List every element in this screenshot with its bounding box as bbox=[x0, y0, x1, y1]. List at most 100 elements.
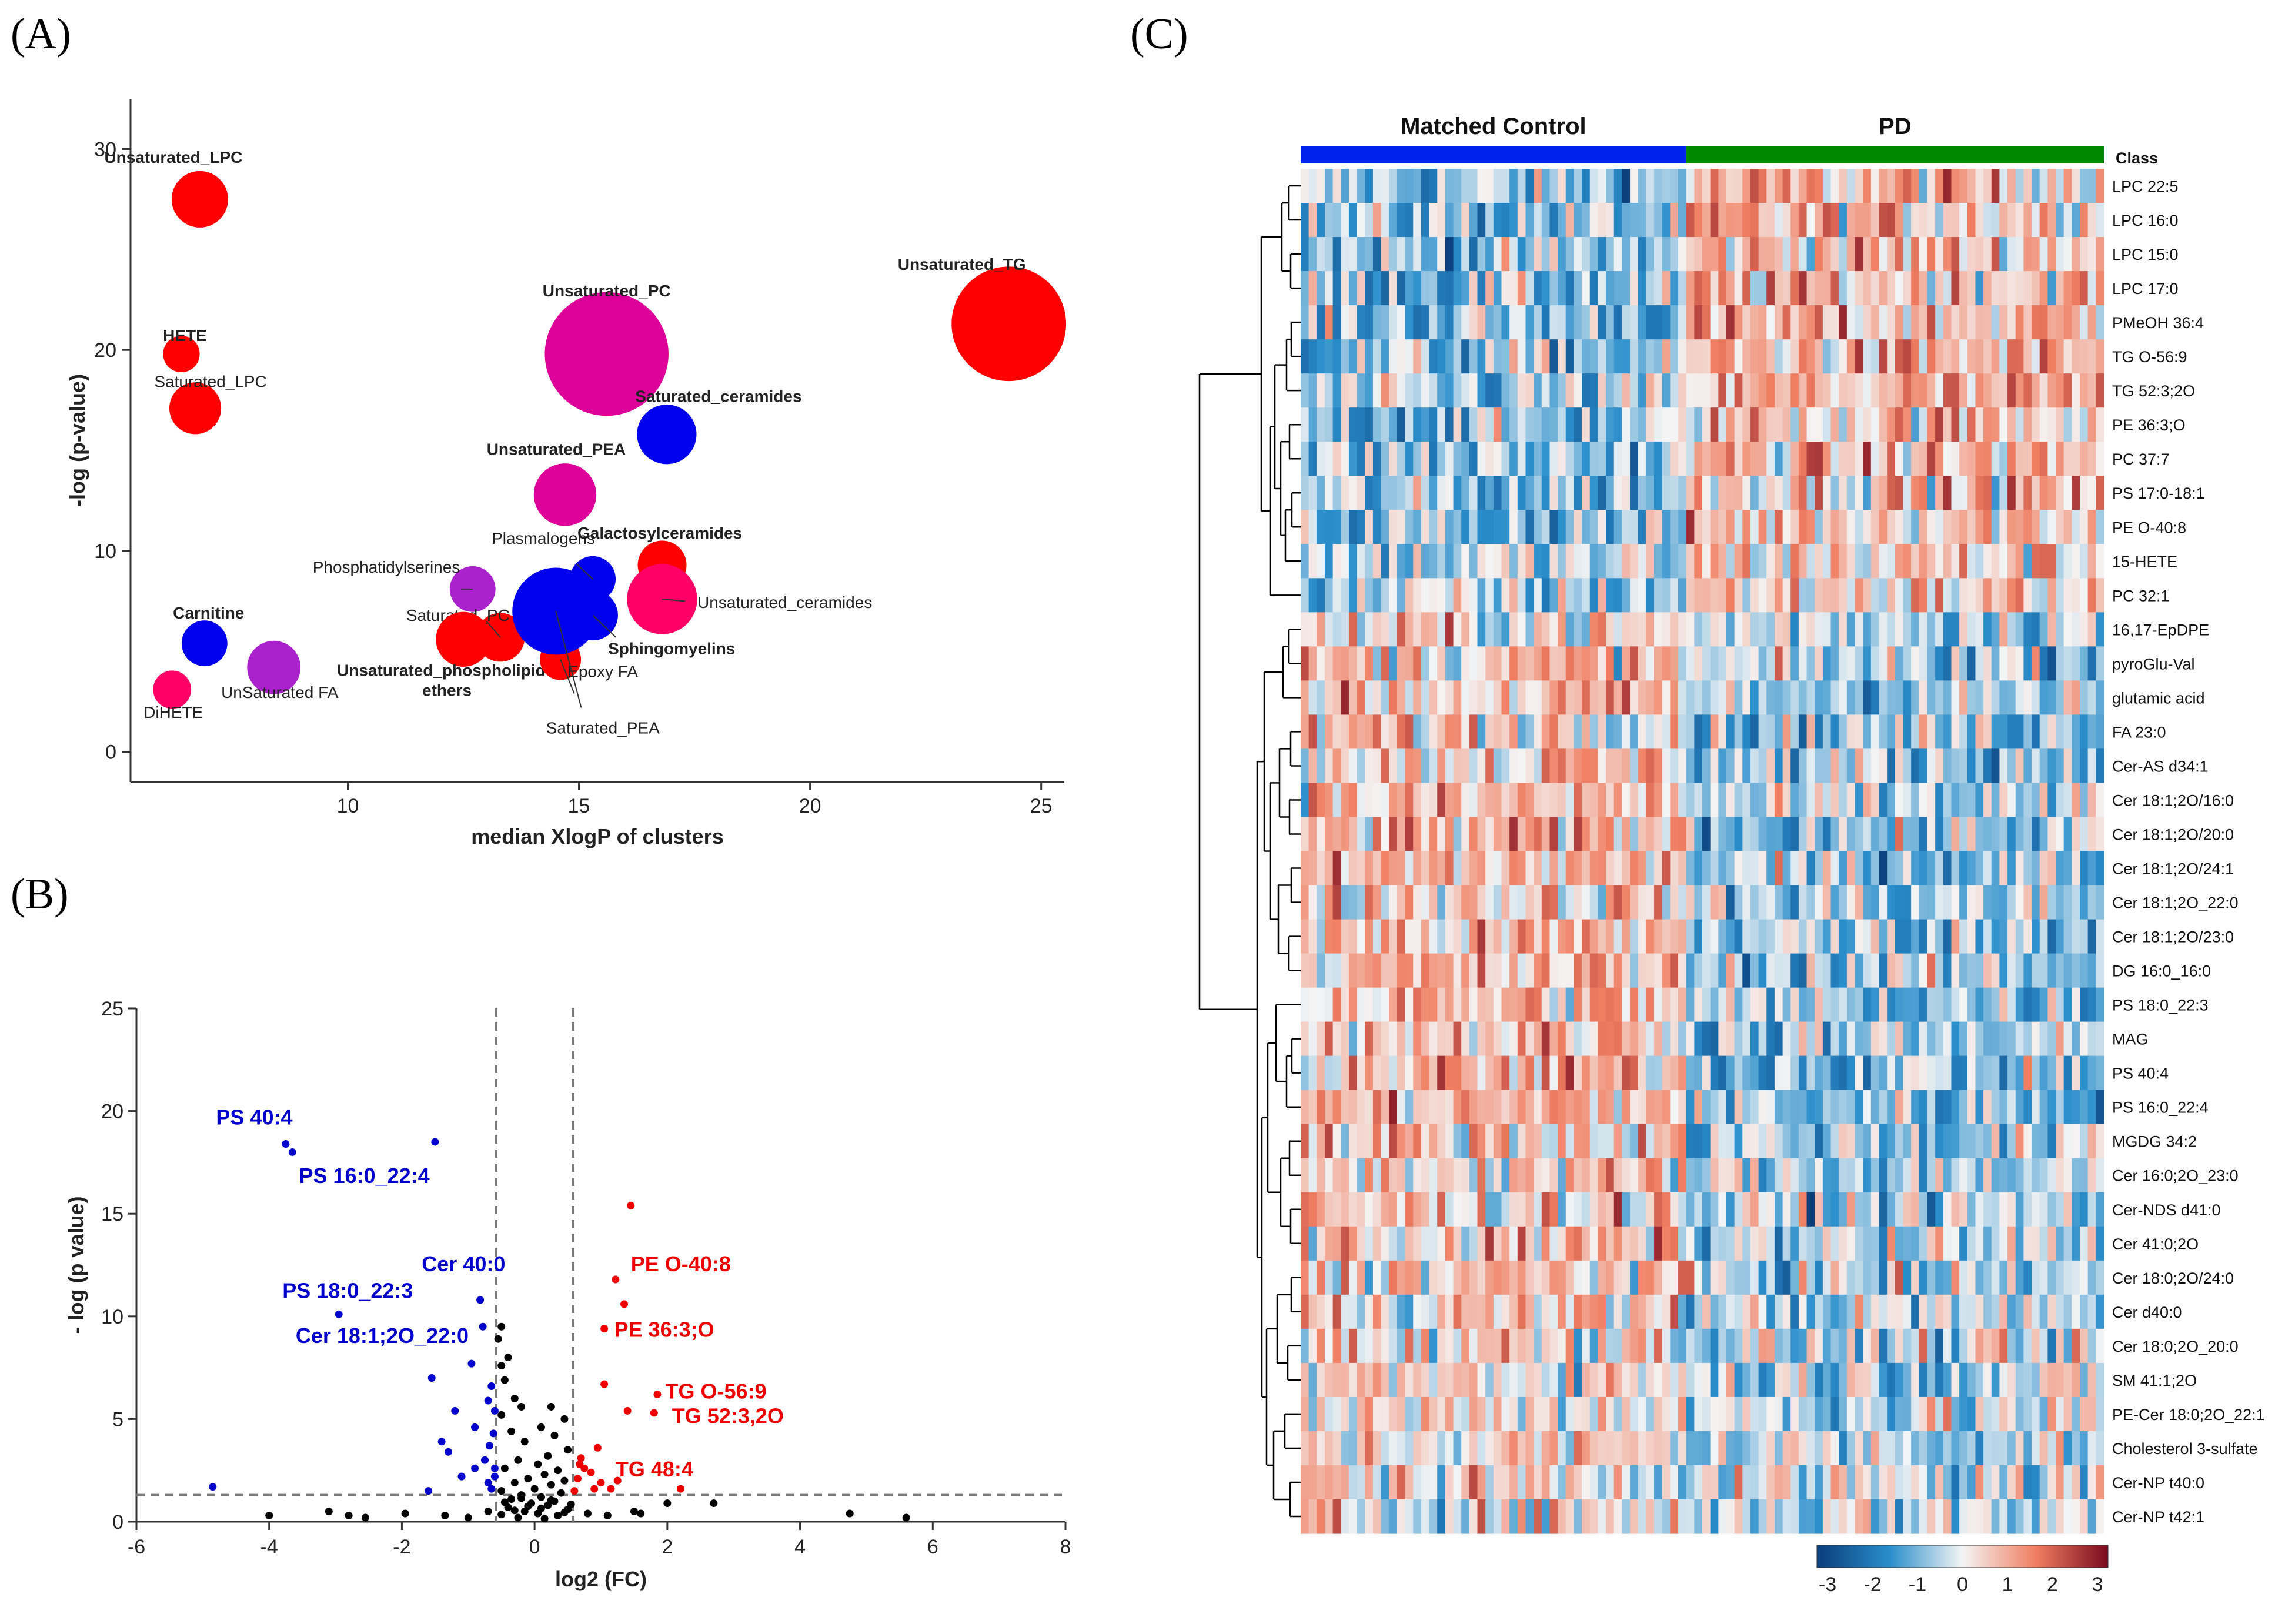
volcano-point bbox=[487, 1485, 496, 1493]
volcano-point bbox=[500, 1498, 509, 1506]
heatmap-cell bbox=[1413, 1362, 1422, 1398]
heatmap-cell bbox=[1534, 1021, 1542, 1057]
heatmap-cell bbox=[1815, 1158, 1823, 1193]
heatmap-cell bbox=[1365, 373, 1374, 408]
heatmap-cell bbox=[1919, 1124, 1928, 1159]
heatmap-cell bbox=[1911, 1090, 1920, 1125]
heatmap-cell bbox=[1662, 544, 1671, 579]
heatmap-cell bbox=[1895, 987, 1904, 1022]
heatmap-cell bbox=[1413, 373, 1422, 408]
heatmap-cell bbox=[1702, 510, 1711, 544]
heatmap-cell bbox=[1686, 476, 1695, 510]
heatmap-cell bbox=[1317, 1396, 1325, 1432]
heatmap-cell bbox=[1815, 1294, 1823, 1329]
heatmap-cell bbox=[1662, 1226, 1671, 1261]
heatmap-cell bbox=[1855, 919, 1863, 954]
heatmap-cell bbox=[1654, 612, 1663, 647]
heatmap-cell bbox=[1815, 817, 1823, 852]
heatmap-cell bbox=[1863, 680, 1872, 715]
heatmap-cell bbox=[1734, 783, 1743, 818]
heatmap-cell bbox=[1839, 373, 1848, 408]
heatmap-cell bbox=[1870, 1499, 1880, 1534]
heatmap-cell bbox=[1782, 612, 1791, 647]
heatmap-cell bbox=[1509, 1260, 1518, 1295]
heatmap-cell bbox=[1365, 1465, 1374, 1500]
heatmap-cell bbox=[1534, 1192, 1542, 1227]
heatmap-cell bbox=[1887, 646, 1896, 681]
heatmap-cell bbox=[1372, 1396, 1382, 1432]
heatmap-cell bbox=[1509, 783, 1518, 818]
heatmap-cell bbox=[1381, 953, 1389, 988]
heatmap-cell bbox=[1565, 1328, 1575, 1364]
heatmap-cell bbox=[1477, 714, 1486, 750]
heatmap-cell bbox=[1975, 783, 1984, 818]
heatmap-cell bbox=[2072, 339, 2080, 374]
heatmap-cell bbox=[2056, 373, 2064, 408]
heatmap-cell bbox=[2015, 1362, 2024, 1398]
heatmap-cell bbox=[1397, 1124, 1406, 1159]
heatmap-cell bbox=[1549, 817, 1558, 852]
heatmap-cell bbox=[1405, 1328, 1414, 1364]
heatmap-cell bbox=[1317, 407, 1325, 442]
heatmap-cell bbox=[1879, 783, 1888, 818]
heatmap-cell bbox=[1758, 1328, 1767, 1364]
heatmap-cell bbox=[2047, 885, 2056, 920]
bubble-unsaturated-pea bbox=[533, 463, 597, 526]
heatmap-cell bbox=[1445, 817, 1454, 852]
heatmap-cell bbox=[1582, 271, 1591, 306]
heatmap-cell bbox=[1357, 680, 1365, 715]
heatmap-cell bbox=[1308, 578, 1317, 613]
heatmap-cell bbox=[1935, 1328, 1944, 1364]
heatmap-cell bbox=[1445, 680, 1454, 715]
heatmap-cell bbox=[2072, 817, 2080, 852]
heatmap-cell bbox=[1943, 339, 1952, 374]
heatmap-cell bbox=[2063, 714, 2072, 750]
heatmap-cell bbox=[1919, 953, 1928, 988]
heatmap-cell bbox=[1646, 987, 1655, 1022]
heatmap-cell bbox=[1469, 1226, 1478, 1261]
heatmap-cell bbox=[1381, 1362, 1389, 1398]
heatmap-cell bbox=[1702, 544, 1711, 579]
heatmap-cell bbox=[1509, 1021, 1518, 1057]
heatmap-cell bbox=[1919, 1362, 1928, 1398]
heatmap-cell bbox=[1798, 1431, 1808, 1466]
bubble-label-line: ethers bbox=[422, 681, 472, 699]
heatmap-cell bbox=[1549, 1090, 1558, 1125]
heatmap-cell bbox=[1919, 680, 1928, 715]
heatmap-cell bbox=[1694, 1192, 1703, 1227]
heatmap-cell bbox=[1782, 1158, 1791, 1193]
heatmap-cell bbox=[1534, 1431, 1542, 1466]
heatmap-cell bbox=[1694, 203, 1703, 238]
heatmap-cell bbox=[1774, 817, 1783, 852]
heatmap-cell bbox=[1477, 1158, 1486, 1193]
heatmap-cell bbox=[1613, 442, 1622, 476]
heatmap-cell bbox=[1429, 680, 1438, 715]
heatmap-cell bbox=[1975, 1124, 1984, 1159]
heatmap-cell bbox=[1308, 305, 1317, 340]
heatmap-cell bbox=[1951, 1226, 1960, 1261]
heatmap-cell bbox=[1509, 407, 1518, 442]
heatmap-cell bbox=[1983, 373, 1992, 408]
heatmap-cell bbox=[1317, 919, 1325, 954]
heatmap-cell bbox=[1308, 1090, 1317, 1125]
heatmap-cell bbox=[2063, 544, 2072, 579]
heatmap-cell bbox=[1798, 1328, 1808, 1364]
heatmap-cell bbox=[1598, 1090, 1606, 1125]
heatmap-cell bbox=[1582, 612, 1591, 647]
heatmap-cell bbox=[1509, 442, 1518, 476]
heatmap-cell bbox=[1397, 339, 1406, 374]
heatmap-cell bbox=[1774, 339, 1783, 374]
heatmap-cell bbox=[1324, 203, 1334, 238]
heatmap-cell bbox=[1606, 1431, 1615, 1466]
bubble-label: Saturated_ceramides bbox=[635, 387, 801, 406]
a-x-tick-label: 15 bbox=[568, 795, 590, 817]
heatmap-cell bbox=[1702, 271, 1711, 306]
heatmap-cell bbox=[1654, 1124, 1663, 1159]
heatmap-cell bbox=[1534, 203, 1542, 238]
heatmap-cell bbox=[1951, 953, 1960, 988]
heatmap-cell bbox=[2056, 1294, 2064, 1329]
heatmap-cell bbox=[1413, 680, 1422, 715]
heatmap-cell bbox=[1308, 1226, 1317, 1261]
heatmap-cell bbox=[2080, 407, 2089, 442]
